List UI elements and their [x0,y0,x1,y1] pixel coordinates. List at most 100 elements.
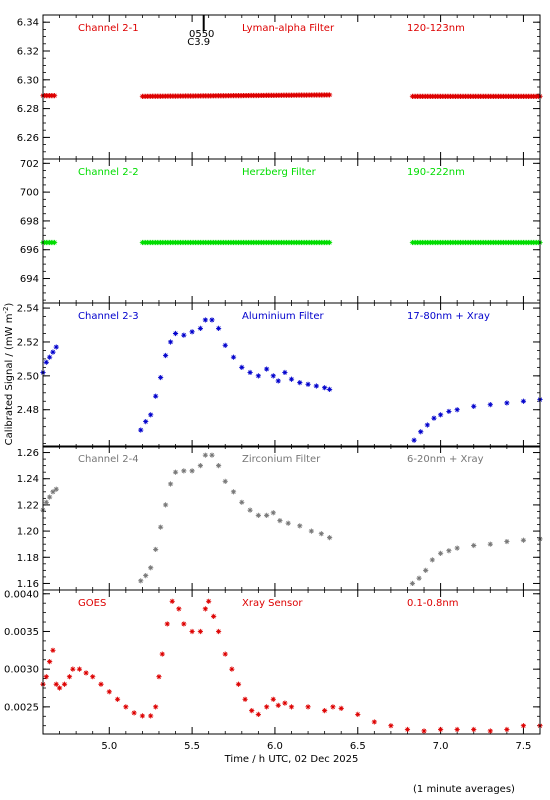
data-point [305,704,311,710]
data-point [282,700,288,706]
data-point [255,373,261,379]
y-tick-label: 1.20 [17,527,39,538]
data-point [53,486,59,492]
data-point [197,628,203,635]
data-point [216,325,222,332]
panel-frame [42,589,541,735]
data-point [176,606,182,612]
data-point [47,659,53,665]
data-point [504,538,510,545]
data-point [423,567,429,573]
data-point [181,332,187,338]
data-point [520,537,527,543]
data-point [172,469,179,475]
band-label: 17-80nm + Xray [407,311,490,322]
y-tick-label: 2.52 [17,337,39,348]
data-point [270,373,276,379]
data-point [123,704,129,710]
data-point [288,704,295,710]
y-tick-label: 1.24 [17,474,39,485]
data-point [255,512,261,518]
data-point [51,93,58,99]
series-4 [40,452,543,587]
series-1 [40,92,543,99]
y-tick-label: 6.32 [17,47,39,58]
data-point [504,400,510,406]
y-tick-label: 1.18 [17,553,39,564]
data-point [229,666,235,672]
data-point [181,468,187,474]
data-point [189,468,195,474]
event-class-label: C3.9 [187,37,210,48]
data-point [255,711,261,717]
filter-label: Herzberg Filter [242,167,317,178]
y-tick-label: 0.0025 [4,702,39,713]
data-point [50,647,56,653]
data-point [454,726,460,733]
panel-frame [42,158,541,304]
data-point [520,723,527,729]
data-point [388,723,394,729]
panel-4: 1.16 1.18 1.20 1.22 1.24 1.26 Channel 2-4 Zirco… [17,445,543,591]
data-point [454,545,460,551]
data-point [371,719,377,725]
x-tick-label: 7.0 [433,741,449,752]
data-point [239,499,245,505]
data-point [189,628,195,635]
channel-label: Channel 2-1 [78,23,139,34]
data-point [471,542,477,549]
data-point [247,369,253,376]
data-point [50,349,56,355]
y-tick-label: 698 [20,216,39,227]
data-point [222,342,228,348]
x-tick-label: 5.0 [101,741,117,752]
filter-label: Aluminium Filter [242,311,325,322]
y-tick-label: 2.54 [17,304,39,315]
data-point [164,621,170,627]
data-point [270,696,276,702]
data-point [167,481,174,487]
data-point [330,704,336,710]
y-tick-label: 1.22 [17,500,39,511]
data-point [83,670,89,676]
channel-label: GOES [78,598,106,609]
data-point [159,651,165,657]
panel-3: 2.48 2.50 2.52 2.54 Channel 2-3 Aluminium Fil… [17,302,543,448]
data-point [297,380,303,386]
data-point [471,726,477,733]
data-point [446,548,452,554]
data-point [53,344,59,350]
y-tick-label: 2.50 [17,371,39,382]
data-point [50,489,56,495]
data-point [90,674,96,680]
data-point [114,696,121,702]
y-tick-label: 0.0030 [4,665,39,676]
data-point [197,325,203,332]
data-point [242,696,248,702]
y-tick-label: 1.26 [17,448,39,459]
data-point [409,580,416,587]
data-point [143,573,149,579]
x-axis-label: Time / h UTC, 02 Dec 2025 [224,754,359,765]
band-label: 0.1-0.8nm [407,598,459,609]
data-point [148,713,154,719]
y-tick-label: 6.30 [17,75,39,86]
y-tick-label: 702 [20,159,39,170]
data-point [338,705,344,711]
footnote: (1 minute averages) [413,784,515,795]
data-point [327,386,333,392]
data-point [143,418,149,425]
y-tick-label: 6.26 [17,133,39,144]
filter-label: Xray Sensor [242,598,303,609]
band-label: 190-222nm [407,167,465,178]
data-point [43,674,49,680]
data-point [51,239,58,246]
data-point [216,628,222,635]
data-point [106,689,112,695]
channel-label: Channel 2-3 [78,311,139,322]
data-point [235,681,242,687]
data-point [61,681,68,687]
y-tick-label: 0.0035 [4,627,39,638]
data-point [209,452,215,458]
data-point [181,621,187,627]
